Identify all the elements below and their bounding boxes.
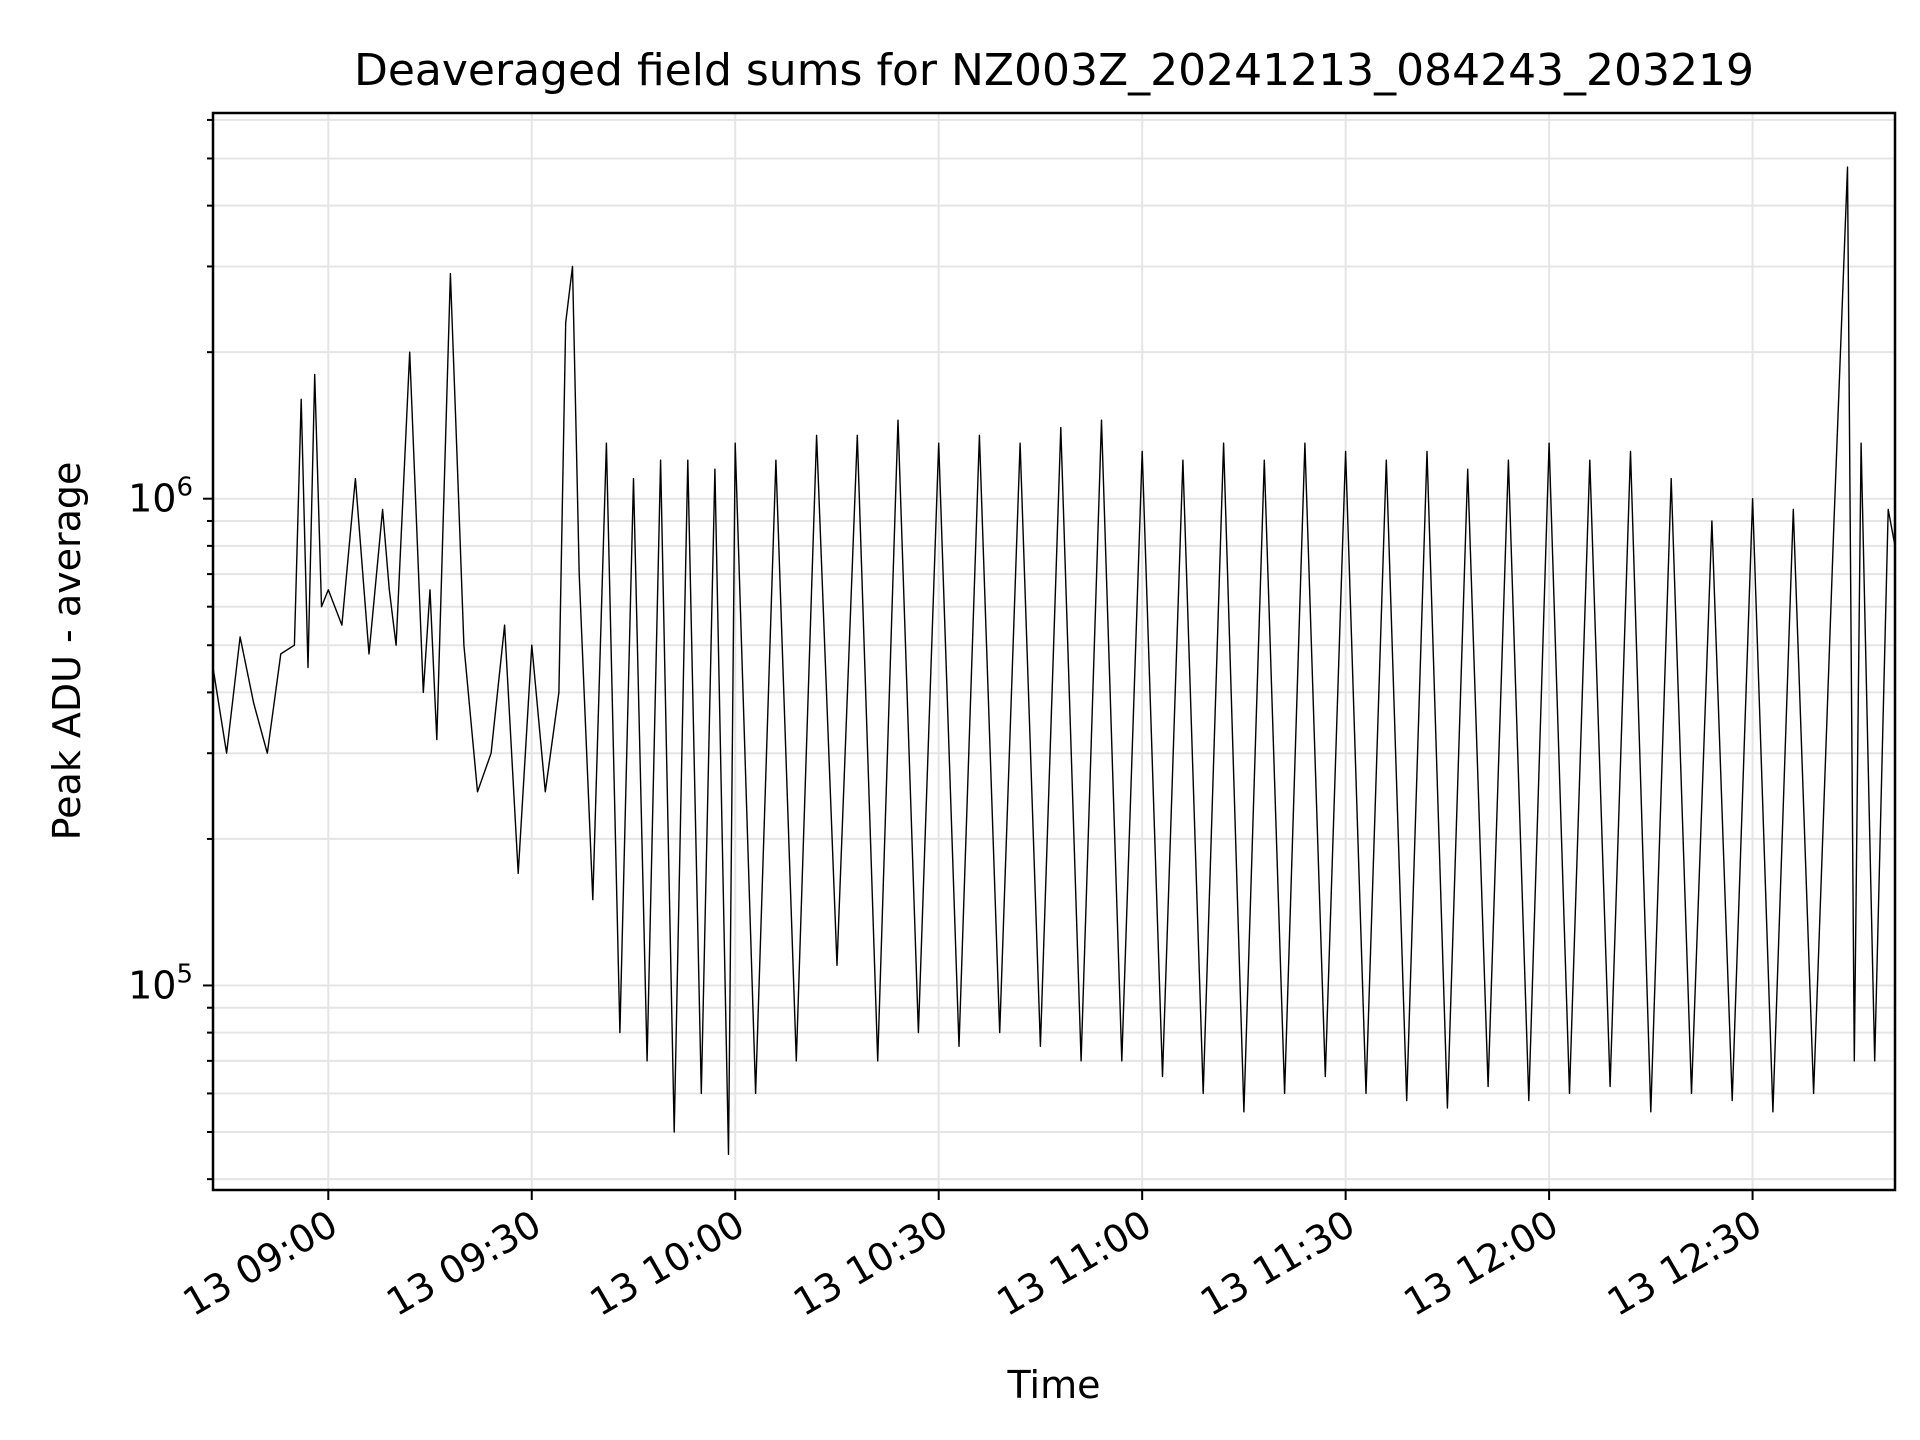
y-tick-base: 10 <box>128 963 176 1007</box>
y-tick-exponent: 6 <box>176 473 193 503</box>
x-axis-label: Time <box>1007 1363 1101 1407</box>
y-tick-exponent: 5 <box>176 959 193 989</box>
y-tick-label: 105 <box>128 959 193 1007</box>
chart-title: Deaveraged field sums for NZ003Z_2024121… <box>354 45 1754 96</box>
y-tick-label: 106 <box>128 473 193 521</box>
y-tick-base: 10 <box>128 477 176 521</box>
series-line <box>212 166 1896 1155</box>
y-axis-label: Peak ADU - average <box>45 462 89 841</box>
plot-frame <box>211 111 1897 1192</box>
series-layer <box>212 166 1896 1155</box>
